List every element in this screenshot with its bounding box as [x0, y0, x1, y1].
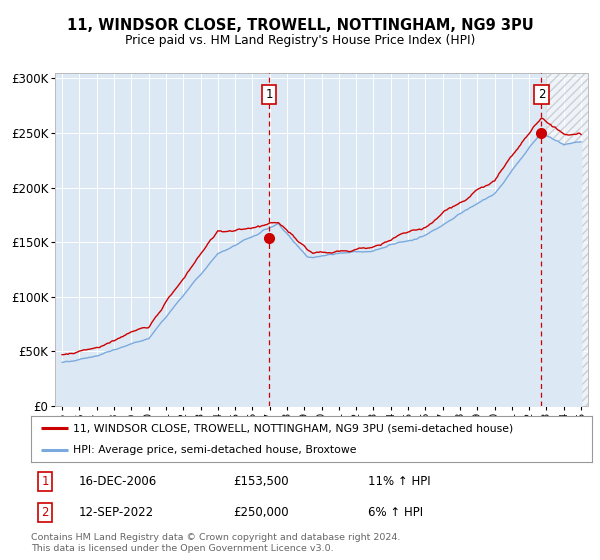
- Text: 11% ↑ HPI: 11% ↑ HPI: [368, 475, 430, 488]
- Text: HPI: Average price, semi-detached house, Broxtowe: HPI: Average price, semi-detached house,…: [73, 445, 357, 455]
- Text: 2: 2: [41, 506, 49, 519]
- Bar: [547, 73, 600, 406]
- Text: 1: 1: [41, 475, 49, 488]
- Text: £153,500: £153,500: [233, 475, 289, 488]
- Text: 12-SEP-2022: 12-SEP-2022: [79, 506, 154, 519]
- Text: Price paid vs. HM Land Registry's House Price Index (HPI): Price paid vs. HM Land Registry's House …: [125, 34, 475, 47]
- Text: 2: 2: [538, 88, 545, 101]
- Text: 16-DEC-2006: 16-DEC-2006: [79, 475, 157, 488]
- Text: 6% ↑ HPI: 6% ↑ HPI: [368, 506, 423, 519]
- Text: 1: 1: [265, 88, 273, 101]
- Text: £250,000: £250,000: [233, 506, 289, 519]
- Text: Contains HM Land Registry data © Crown copyright and database right 2024.
This d: Contains HM Land Registry data © Crown c…: [31, 533, 401, 553]
- Text: 11, WINDSOR CLOSE, TROWELL, NOTTINGHAM, NG9 3PU (semi-detached house): 11, WINDSOR CLOSE, TROWELL, NOTTINGHAM, …: [73, 423, 514, 433]
- Text: 11, WINDSOR CLOSE, TROWELL, NOTTINGHAM, NG9 3PU: 11, WINDSOR CLOSE, TROWELL, NOTTINGHAM, …: [67, 18, 533, 32]
